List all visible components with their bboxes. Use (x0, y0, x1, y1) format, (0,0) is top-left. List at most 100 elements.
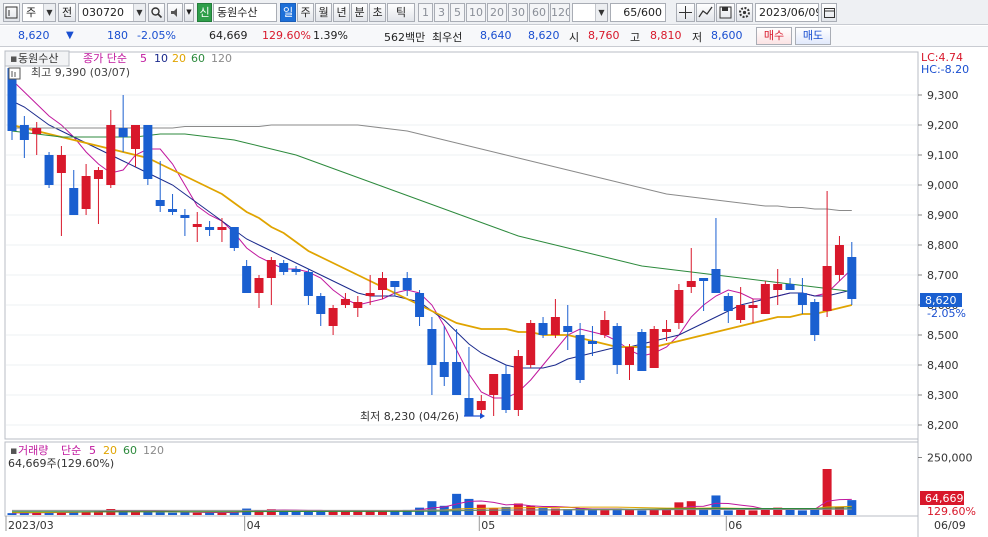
interval-20-button[interactable]: 20 (487, 3, 507, 22)
volume-bar[interactable] (513, 503, 523, 516)
volume-bar[interactable] (279, 510, 289, 515)
chart-small-icon[interactable] (8, 67, 21, 80)
candle[interactable] (69, 170, 79, 215)
candle[interactable] (340, 293, 350, 308)
period-day-tab[interactable]: 일 (280, 3, 296, 22)
candle[interactable] (699, 278, 709, 311)
calendar-icon[interactable] (821, 3, 837, 22)
period-week-tab[interactable]: 주 (297, 3, 314, 22)
gear-icon[interactable] (736, 3, 753, 22)
volume-bar[interactable] (810, 509, 820, 515)
stock-code-input[interactable]: 030720 ▼ (78, 3, 146, 22)
volume-bar[interactable] (316, 510, 326, 515)
volume-bar[interactable] (834, 506, 844, 515)
candle[interactable] (56, 146, 66, 236)
candle[interactable] (217, 218, 227, 242)
candle[interactable] (822, 191, 832, 317)
candle[interactable] (180, 209, 190, 236)
candle[interactable] (353, 296, 363, 317)
volume-bar[interactable] (699, 508, 709, 515)
volume-bar[interactable] (44, 512, 54, 515)
candle[interactable] (489, 374, 499, 416)
date-field[interactable]: 2023/06/09 (755, 3, 819, 22)
candle[interactable] (760, 281, 770, 314)
volume-bar[interactable] (390, 510, 400, 515)
volume-bar[interactable] (785, 509, 795, 515)
candle[interactable] (192, 212, 202, 242)
candle[interactable] (563, 305, 573, 350)
indicator-icon[interactable] (696, 3, 715, 22)
candle[interactable] (501, 365, 511, 413)
volume-bar[interactable] (205, 512, 215, 515)
candle[interactable] (131, 125, 140, 167)
volume-bar[interactable] (501, 506, 511, 515)
candle[interactable] (19, 116, 29, 158)
candle[interactable] (711, 218, 721, 293)
sell-button[interactable]: 매도 (795, 27, 831, 45)
search-icon[interactable] (148, 3, 165, 22)
speaker-icon[interactable] (167, 3, 183, 22)
chart-icon[interactable] (3, 3, 20, 22)
volume-bar[interactable] (538, 508, 548, 515)
volume-bar[interactable] (736, 509, 746, 515)
candle[interactable] (427, 317, 437, 395)
period-tick-tab[interactable]: 틱 (387, 3, 415, 22)
candle[interactable] (686, 248, 696, 293)
candle[interactable] (452, 329, 462, 395)
stock-chart[interactable]: 9,3009,2009,1009,0008,9008,8008,7008,600… (0, 47, 988, 537)
volume-bar[interactable] (587, 509, 597, 515)
legend-name-box[interactable] (4, 50, 70, 67)
volume-bar[interactable] (550, 508, 560, 515)
volume-bar[interactable] (353, 510, 363, 515)
candle[interactable] (279, 260, 289, 275)
volume-bar[interactable] (748, 510, 758, 515)
buy-button[interactable]: 매수 (756, 27, 792, 45)
candle[interactable] (266, 257, 276, 305)
candle[interactable] (773, 269, 783, 305)
interval-120-button[interactable]: 120 (550, 3, 570, 22)
volume-bar[interactable] (143, 511, 153, 515)
save-icon[interactable] (716, 3, 735, 22)
data-count-field[interactable]: 65/600 (610, 3, 666, 22)
volume-bar[interactable] (649, 509, 659, 515)
candle[interactable] (242, 260, 252, 293)
volume-bar[interactable] (600, 509, 610, 515)
candle[interactable] (254, 275, 264, 308)
candle[interactable] (365, 275, 375, 305)
period-minute-tab[interactable]: 분 (351, 3, 368, 22)
interval-5-button[interactable]: 5 (450, 3, 465, 22)
candle[interactable] (847, 242, 857, 305)
volume-bar[interactable] (760, 509, 770, 515)
candle[interactable] (600, 311, 610, 338)
volume-bar[interactable] (118, 510, 128, 515)
volume-bar[interactable] (192, 512, 202, 515)
interval-30-button[interactable]: 30 (508, 3, 528, 22)
candle[interactable] (649, 326, 659, 368)
volume-bar[interactable] (303, 510, 313, 515)
candle[interactable] (612, 323, 622, 374)
candle[interactable] (81, 164, 91, 215)
volume-bar[interactable] (131, 511, 140, 515)
period-year-tab[interactable]: 년 (333, 3, 350, 22)
candle[interactable] (205, 221, 215, 236)
candle[interactable] (797, 278, 807, 314)
candle[interactable] (402, 272, 412, 296)
interval-3-button[interactable]: 3 (434, 3, 449, 22)
candle[interactable] (303, 269, 313, 305)
volume-bar[interactable] (822, 469, 832, 515)
candle[interactable] (415, 290, 425, 326)
volume-bar[interactable] (797, 510, 807, 515)
candle[interactable] (575, 323, 585, 383)
volume-bar[interactable] (563, 509, 573, 515)
volume-bar[interactable] (711, 495, 721, 515)
prev-button[interactable]: 전 (58, 3, 76, 22)
crosshair-icon[interactable] (676, 3, 695, 22)
period-month-tab[interactable]: 월 (315, 3, 332, 22)
volume-bar[interactable] (575, 508, 585, 515)
volume-bar[interactable] (69, 511, 79, 515)
candle[interactable] (625, 344, 634, 380)
volume-bar[interactable] (365, 511, 375, 515)
candle[interactable] (662, 320, 672, 341)
candle[interactable] (44, 152, 54, 188)
candle[interactable] (674, 284, 684, 329)
